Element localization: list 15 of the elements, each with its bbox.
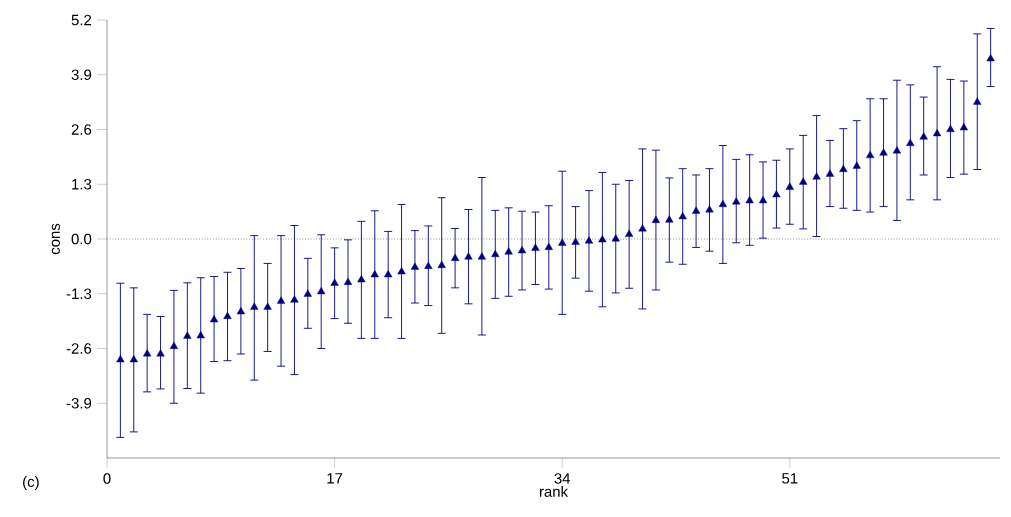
- y-tick-label: -2.6: [66, 343, 92, 354]
- x-tick-label: 51: [782, 473, 798, 484]
- y-tick-label: 2.6: [71, 124, 92, 135]
- y-tick-label: 3.9: [71, 69, 92, 81]
- y-tick-label: -1.3: [66, 288, 92, 300]
- y-axis-title: cons: [51, 223, 60, 255]
- text: (c): [23, 476, 39, 490]
- x-tick-label: 17: [327, 473, 343, 484]
- x-tick-label: 34: [554, 473, 571, 484]
- y-tick-label: 1.3: [72, 178, 92, 190]
- y-tick-label: -3.9: [66, 397, 92, 409]
- y-tick-label: 0.0: [71, 233, 92, 245]
- x-axis-title: rank: [539, 485, 569, 497]
- x-tick-label: 0: [103, 473, 111, 484]
- y-tick-label: 5.2: [71, 14, 92, 26]
